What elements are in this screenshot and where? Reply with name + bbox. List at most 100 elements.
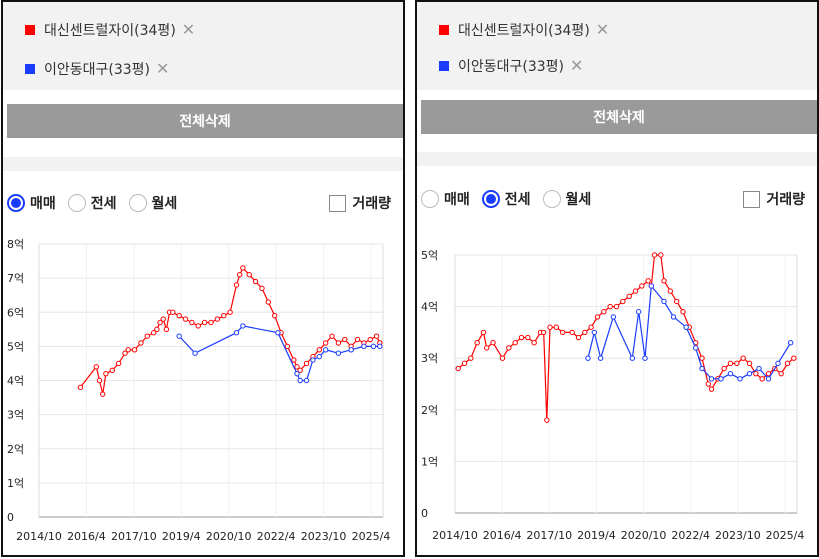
x-tick-label: 2014/10 xyxy=(432,529,478,542)
x-tick-label: 2019/4 xyxy=(577,529,616,542)
data-point xyxy=(377,343,383,350)
y-tick-label: 6억 xyxy=(7,306,24,319)
data-point xyxy=(601,309,607,315)
data-point xyxy=(335,350,342,356)
radio-sale[interactable]: 매매 xyxy=(7,193,56,213)
radio-dot[interactable] xyxy=(421,190,439,208)
y-tick-label: 5억 xyxy=(421,249,438,262)
radio-dot[interactable] xyxy=(481,190,500,208)
data-point xyxy=(518,334,525,341)
data-point xyxy=(775,360,781,367)
data-point xyxy=(607,303,613,310)
radio-label: 매매 xyxy=(444,192,470,208)
volume-label: 거래량 xyxy=(766,192,805,208)
volume-toggle[interactable]: 거래량 xyxy=(329,193,391,213)
radio-dot[interactable] xyxy=(7,194,25,212)
radio-monthly[interactable]: 월세 xyxy=(542,189,592,209)
data-point xyxy=(109,367,115,373)
close-icon[interactable]: ✕ xyxy=(181,20,196,39)
data-point xyxy=(483,345,490,351)
data-point xyxy=(284,343,291,350)
radio-dot[interactable] xyxy=(128,194,147,212)
data-point xyxy=(322,347,329,353)
data-point xyxy=(787,340,794,346)
data-point xyxy=(506,345,512,351)
data-point xyxy=(620,298,626,305)
y-tick-label: 4억 xyxy=(7,375,24,388)
clear-all-button[interactable]: 전체삭제 xyxy=(7,104,403,138)
radio-label: 월세 xyxy=(151,196,178,212)
data-point xyxy=(692,345,699,351)
checkbox[interactable] xyxy=(743,190,761,208)
data-point xyxy=(667,288,674,294)
x-tick-label: 2017/10 xyxy=(111,530,157,543)
data-point xyxy=(373,333,380,339)
tag-item[interactable]: 이안동대구(33평) ✕ xyxy=(439,56,583,76)
tag-item[interactable]: 이안동대구(33평) ✕ xyxy=(25,59,169,79)
data-point xyxy=(291,357,297,363)
radio-jeonse[interactable]: 전세 xyxy=(67,193,117,213)
price-chart: 0 1억 2억 3억 4억 5억 2014/10 2016/4 2017/10 2019/4 202… xyxy=(421,249,805,542)
radio-monthly[interactable]: 월세 xyxy=(128,193,178,213)
radio-dot[interactable] xyxy=(67,194,86,212)
data-point xyxy=(163,326,170,333)
trade-mode-selector: 매매 전세 월세 거래량 xyxy=(417,184,817,214)
radio-label: 전세 xyxy=(504,192,531,208)
trade-mode-selector: 매매 전세 월세 거래량 xyxy=(3,188,403,218)
data-point xyxy=(233,282,240,288)
radio-sale[interactable]: 매매 xyxy=(421,189,470,209)
data-point xyxy=(613,303,620,310)
tag-item[interactable]: 대신센트럴자이(34평) ✕ xyxy=(25,20,195,40)
data-point xyxy=(221,312,227,319)
data-point xyxy=(734,360,740,367)
clear-all-button[interactable]: 전체삭제 xyxy=(421,100,817,134)
close-icon[interactable]: ✕ xyxy=(595,20,610,39)
data-point xyxy=(297,367,303,373)
y-tick-label: 1억 xyxy=(7,477,24,490)
data-point xyxy=(233,330,240,336)
data-point xyxy=(569,329,575,336)
y-tick-label: 2억 xyxy=(7,443,24,456)
data-point xyxy=(540,329,547,336)
data-point xyxy=(342,336,348,343)
checkbox[interactable] xyxy=(329,194,347,212)
radio-label: 월세 xyxy=(565,192,592,208)
close-icon[interactable]: ✕ xyxy=(570,56,584,75)
data-point xyxy=(138,340,144,346)
data-point xyxy=(348,347,354,353)
data-point xyxy=(329,333,335,339)
data-point xyxy=(765,376,772,382)
data-point xyxy=(559,329,566,336)
data-point xyxy=(240,323,246,329)
data-point xyxy=(103,370,109,377)
data-point xyxy=(96,377,103,384)
x-tick-label: 2017/10 xyxy=(526,529,572,542)
data-point xyxy=(746,360,753,367)
data-point xyxy=(778,370,784,377)
y-tick-label: 3억 xyxy=(421,352,438,365)
data-point xyxy=(316,347,322,353)
volume-toggle[interactable]: 거래량 xyxy=(743,189,805,209)
tag-item[interactable]: 대신센트럴자이(34평) ✕ xyxy=(439,20,609,40)
x-tick-label: 2025/4 xyxy=(766,529,805,542)
tag-label: 대신센트럴자이(34평) xyxy=(458,23,590,39)
data-point xyxy=(236,272,243,278)
data-point xyxy=(154,326,160,333)
data-point xyxy=(683,324,689,330)
divider xyxy=(417,152,817,166)
data-point xyxy=(525,334,531,341)
data-point xyxy=(77,384,84,391)
radio-dot[interactable] xyxy=(542,190,561,208)
data-point xyxy=(170,309,176,315)
data-point xyxy=(531,340,537,346)
data-point xyxy=(461,360,468,367)
selected-tags: 대신센트럴자이(34평) ✕ 이안동대구(33평) ✕ xyxy=(3,2,403,90)
close-icon[interactable]: ✕ xyxy=(156,59,170,78)
data-point xyxy=(740,355,746,361)
color-swatch xyxy=(439,25,449,35)
y-tick-label: 1억 xyxy=(421,455,438,468)
data-point xyxy=(651,252,658,258)
data-point xyxy=(100,391,106,397)
selected-tags: 대신센트럴자이(34평) ✕ 이안동대구(33평) ✕ xyxy=(417,2,817,90)
radio-jeonse[interactable]: 전세 xyxy=(481,189,531,209)
